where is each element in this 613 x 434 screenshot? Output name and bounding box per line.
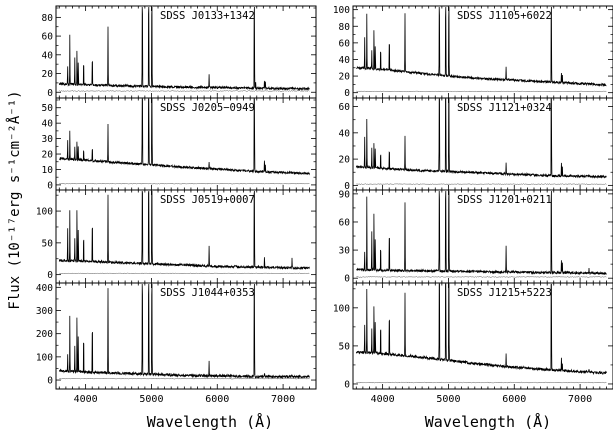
error-spectrum-line — [59, 90, 310, 92]
panel-frame — [352, 282, 613, 390]
y-tick-label: 60 — [339, 102, 351, 113]
spectrum-line — [356, 6, 607, 88]
error-spectrum-line — [356, 276, 607, 278]
y-tick-label: 20 — [339, 155, 351, 166]
y-tick-label: 400 — [36, 283, 53, 294]
y-tick-label: 50 — [339, 341, 351, 352]
panel-title: SDSS J1215+5223 — [457, 287, 552, 299]
y-tick-label: 40 — [42, 50, 54, 61]
x-axis-label-right: Wavelength (Å) — [425, 412, 551, 431]
x-tick-label: 7000 — [568, 394, 592, 405]
panel-title: SDSS J0205−0949 — [160, 102, 255, 114]
y-tick-label: 0 — [47, 180, 53, 191]
y-tick-label: 60 — [339, 38, 351, 49]
panel-5: 0 20 40 60 SDSS J1121+0324 — [339, 97, 613, 192]
spectrum-line — [58, 98, 310, 176]
panel-title: SDSS J1044+0353 — [160, 287, 255, 299]
y-tick-label: 200 — [36, 329, 53, 340]
panel-3: 4000 5000 6000 7000 0 100 200 300 400 SDSS J1044+… — [36, 282, 317, 405]
spectrum-line — [58, 6, 310, 92]
y-tick-label: 80 — [42, 13, 54, 24]
x-axis-label-left: Wavelength (Å) — [147, 412, 273, 431]
y-axis-label: Flux (10⁻¹⁷erg s⁻¹cm⁻²Å⁻¹) — [6, 90, 23, 309]
y-tick-label: 40 — [42, 119, 54, 130]
y-tick-label: 30 — [42, 134, 54, 145]
error-spectrum-line — [59, 182, 310, 185]
panel-7: 4000 5000 6000 7000 0 50 100 SDSS J1215+5223 — [333, 282, 613, 405]
y-tick-label: 40 — [339, 55, 351, 66]
y-tick-label: 50 — [42, 238, 54, 249]
y-tick-label: 20 — [339, 72, 351, 83]
y-tick-label: 20 — [42, 150, 54, 161]
error-spectrum-line — [59, 272, 310, 275]
y-tick-label: 0 — [344, 88, 350, 99]
panel-0: 0 20 40 60 80 SDSS J0133+1342 — [42, 5, 317, 99]
y-tick-label: 60 — [339, 217, 351, 228]
y-tick-label: 0 — [344, 181, 350, 192]
spectrum-line — [355, 98, 607, 179]
panel-title: SDSS J1201+0211 — [457, 194, 552, 206]
x-tick-label: 6000 — [205, 394, 229, 405]
x-tick-label: 6000 — [502, 394, 526, 405]
x-tick-label: 5000 — [139, 394, 163, 405]
error-spectrum-line — [356, 183, 607, 185]
y-tick-label: 50 — [42, 103, 54, 114]
y-tick-label: 20 — [42, 69, 54, 80]
y-tick-label: 100 — [36, 207, 53, 218]
y-tick-label: 80 — [339, 22, 351, 33]
panel-title: SDSS J1105+6022 — [457, 10, 552, 22]
x-tick-label: 5000 — [436, 394, 460, 405]
y-tick-label: 10 — [42, 165, 54, 176]
x-tick-label: 4000 — [371, 394, 395, 405]
error-spectrum-line — [59, 377, 310, 380]
panel-title: SDSS J0133+1342 — [160, 10, 255, 22]
panel-4: 0 20 40 60 80 100 SDSS J1105+6022 — [333, 5, 613, 99]
y-tick-label: 90 — [339, 189, 351, 200]
spectrum-line — [355, 283, 607, 376]
x-tick-label: 7000 — [271, 394, 295, 405]
y-tick-label: 0 — [47, 376, 53, 387]
spectrum-line — [356, 190, 607, 276]
x-tick-label: 4000 — [74, 394, 98, 405]
y-tick-label: 0 — [47, 88, 53, 99]
panels-group: 0 20 40 60 80 SDSS J0133+1342 0 10 20 30 40 50 SDSS … — [36, 5, 613, 405]
panel-title: SDSS J0519+0007 — [160, 194, 255, 206]
y-tick-label: 0 — [47, 270, 53, 281]
panel-6: 0 30 60 90 SDSS J1201+0211 — [339, 189, 613, 285]
panel-title: SDSS J1121+0324 — [457, 102, 552, 114]
y-tick-label: 100 — [333, 303, 350, 314]
y-tick-label: 60 — [42, 32, 54, 43]
y-tick-label: 40 — [339, 128, 351, 139]
y-tick-label: 300 — [36, 306, 53, 317]
spectrum-line — [58, 283, 310, 380]
y-tick-label: 100 — [333, 5, 350, 16]
y-tick-label: 30 — [339, 246, 351, 257]
error-spectrum-line — [356, 381, 607, 384]
panel-1: 0 10 20 30 40 50 SDSS J0205−0949 — [42, 97, 317, 191]
y-tick-label: 0 — [344, 379, 350, 390]
y-tick-label: 100 — [36, 352, 53, 363]
spectrum-line — [58, 190, 310, 271]
y-tick-label: 0 — [344, 274, 350, 285]
panel-frame — [55, 282, 317, 390]
error-spectrum-line — [356, 90, 607, 93]
panel-2: 0 50 100 SDSS J0519+0007 — [36, 189, 317, 284]
